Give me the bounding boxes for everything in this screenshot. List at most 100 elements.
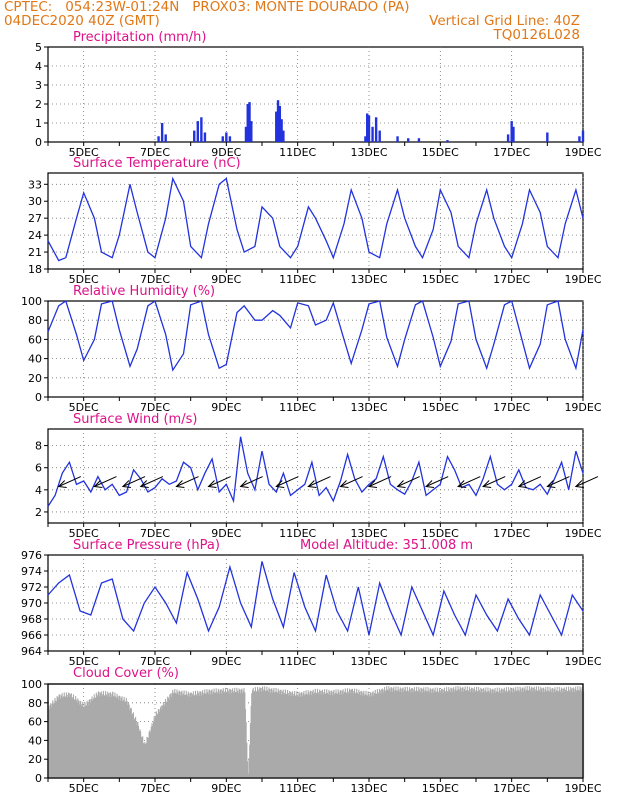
cloud-bar — [518, 690, 520, 778]
cloud-bar — [109, 692, 111, 778]
cloud-bar — [438, 692, 440, 778]
cloud-bar — [116, 693, 118, 778]
x-tick-label: 5DEC — [69, 655, 99, 668]
y-tick-label: 21 — [28, 246, 42, 259]
cloud-bar — [487, 687, 489, 778]
wind-arrowhead — [424, 480, 435, 489]
x-tick-label: 17DEC — [493, 401, 530, 414]
header: CPTEC: 054:23W-01:24N PROX03: MONTE DOUR… — [0, 0, 618, 44]
cloud-bar — [226, 692, 228, 778]
wind-vector — [340, 476, 363, 487]
cloud-bar — [398, 691, 401, 778]
cloud-bar — [406, 690, 408, 778]
cloud-bar — [445, 690, 447, 778]
cloud-bar — [100, 691, 102, 778]
cloud-bar — [263, 689, 265, 778]
cloud-bar — [447, 691, 449, 778]
x-tick-label: 15DEC — [422, 782, 459, 795]
cloud-bar — [207, 691, 209, 778]
cloud-bar — [525, 691, 527, 778]
cloud-bar — [414, 691, 416, 778]
cloud-bar — [110, 692, 112, 778]
cloud-bar — [55, 700, 57, 778]
cloud-bar — [553, 692, 555, 778]
cloud-bar — [431, 688, 433, 778]
precip-bar — [407, 138, 410, 142]
cloud-bar — [282, 689, 284, 778]
x-tick-label: 11DEC — [279, 146, 316, 159]
cloud-bar — [265, 690, 267, 778]
cloud-bar — [467, 690, 469, 778]
cloud-bar — [436, 691, 438, 778]
cloud-bar — [544, 689, 546, 778]
cloud-bar — [110, 696, 112, 778]
precip-bar — [374, 117, 378, 142]
cloud-bar — [319, 689, 321, 778]
x-tick-label: 5DEC — [69, 527, 99, 540]
cloud-bar — [164, 699, 167, 778]
cloud-bar — [452, 688, 454, 778]
cloud-bar — [506, 691, 508, 778]
precip-bar — [250, 121, 253, 142]
x-tick-label: 9DEC — [211, 655, 241, 668]
cloud-bar — [142, 736, 144, 778]
cloud-bar — [357, 694, 359, 778]
cloud-bar — [222, 690, 224, 778]
cloud-bar — [145, 744, 147, 778]
cloud-bar — [314, 688, 316, 778]
cloud-bar — [223, 692, 225, 778]
x-tick-label: 11DEC — [279, 782, 316, 795]
precip-bar — [244, 126, 248, 142]
cloud-bar — [301, 696, 304, 778]
cloud-bar — [213, 688, 215, 778]
cloud-bar — [80, 700, 82, 778]
cloud-bar — [382, 692, 384, 778]
precip-bar — [367, 115, 371, 142]
cloud-bar — [311, 694, 313, 778]
cloud-bar — [230, 693, 232, 778]
cloud-bar — [362, 692, 364, 778]
cloud-bar — [190, 692, 192, 778]
cloud-bar — [340, 690, 342, 778]
wind-arrowhead — [546, 480, 556, 489]
cloud-bar — [128, 704, 130, 778]
precip-bar — [546, 132, 549, 142]
cloud-bar — [212, 693, 214, 778]
cloud-bar — [344, 691, 346, 778]
cloud-bar — [566, 691, 568, 778]
cloud-bar — [373, 695, 375, 778]
cloud-bar — [550, 692, 553, 778]
cloud-bar — [331, 690, 333, 778]
cloud-bar — [468, 686, 470, 778]
cloud-bar — [202, 690, 204, 778]
cloud-bar — [573, 691, 575, 778]
x-tick-label: 7DEC — [140, 273, 170, 286]
cloud-bar — [296, 691, 298, 778]
cloud-bar — [416, 686, 418, 778]
cloud-bar — [170, 697, 172, 778]
cloud-bar — [356, 692, 358, 778]
cloud-bar — [127, 705, 129, 778]
panel-title: Surface Pressure (hPa) — [73, 538, 220, 553]
cloud-bar — [540, 687, 542, 778]
cloud-bar — [181, 690, 183, 778]
y-tick-label: 27 — [28, 212, 42, 225]
cloud-bar — [461, 687, 463, 778]
cloud-bar — [514, 689, 516, 778]
cloud-bar — [488, 692, 490, 778]
cloud-bar — [253, 692, 255, 778]
cloud-bar — [277, 688, 279, 778]
cloud-bar — [528, 686, 530, 778]
cloud-bar — [272, 690, 274, 778]
cloud-bar — [84, 702, 86, 778]
cloud-bar — [532, 691, 534, 778]
x-tick-label: 15DEC — [422, 401, 459, 414]
cloud-bar — [521, 687, 523, 778]
y-tick-label: 4 — [35, 484, 42, 497]
cloud-bar — [542, 688, 544, 778]
cloud-bar — [159, 712, 161, 778]
cloud-bar — [161, 709, 163, 778]
cloud-bar — [359, 691, 361, 778]
cloud-bar — [441, 688, 443, 778]
series-line — [47, 436, 584, 507]
